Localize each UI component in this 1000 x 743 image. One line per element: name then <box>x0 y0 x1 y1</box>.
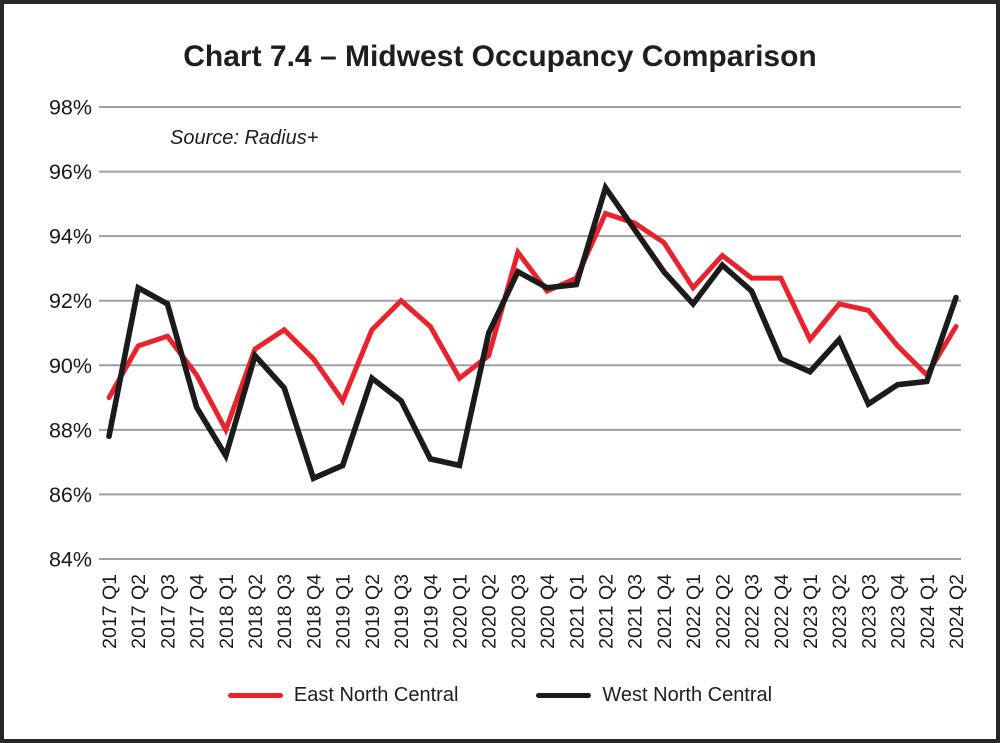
chart-title: Chart 7.4 – Midwest Occupancy Comparison <box>183 40 817 73</box>
y-tick-label-96: 96% <box>49 160 92 184</box>
x-tick-label-2022-Q2: 2022 Q2 <box>712 574 734 649</box>
x-tick-label-2022-Q4: 2022 Q4 <box>771 574 793 649</box>
x-tick-label-2020-Q1: 2020 Q1 <box>449 574 471 649</box>
x-tick-label-2017-Q2: 2017 Q2 <box>128 574 150 649</box>
x-tick-label-2024-Q2: 2024 Q2 <box>946 574 968 649</box>
y-tick-label-98: 98% <box>49 96 92 120</box>
x-tick-label-2021-Q1: 2021 Q1 <box>566 574 588 649</box>
x-tick-label-2024-Q1: 2024 Q1 <box>917 574 939 649</box>
x-tick-label-2023-Q3: 2023 Q3 <box>858 574 880 649</box>
x-tick-label-2017-Q1: 2017 Q1 <box>99 574 121 649</box>
series-line-east-north-central <box>106 210 959 437</box>
y-tick-label-90: 90% <box>49 354 92 378</box>
x-tick-label-2019-Q3: 2019 Q3 <box>391 574 413 649</box>
y-tick-label-94: 94% <box>49 225 92 249</box>
x-tick-label-2019-Q2: 2019 Q2 <box>362 574 384 649</box>
x-tick-label-2019-Q1: 2019 Q1 <box>333 574 355 649</box>
x-tick-label-2021-Q4: 2021 Q4 <box>654 574 676 649</box>
x-tick-label-2022-Q1: 2022 Q1 <box>683 574 705 649</box>
x-tick-label-2023-Q1: 2023 Q1 <box>800 574 822 649</box>
x-tick-label-2020-Q4: 2020 Q4 <box>537 574 559 649</box>
x-tick-label-2019-Q4: 2019 Q4 <box>420 574 442 649</box>
legend-item-west-north-central: West North Central <box>536 684 772 707</box>
legend-label-east-north-central: East North Central <box>293 684 459 706</box>
x-tick-label-2018-Q4: 2018 Q4 <box>303 574 325 649</box>
x-tick-label-2021-Q2: 2021 Q2 <box>596 574 618 649</box>
legend-label-west-north-central: West North Central <box>602 684 773 706</box>
x-tick-label-2020-Q2: 2020 Q2 <box>479 574 501 649</box>
x-tick-label-2021-Q3: 2021 Q3 <box>625 574 647 649</box>
legend-item-east-north-central: East North Central <box>227 684 459 707</box>
series-line-west-north-central <box>106 181 959 483</box>
x-tick-label-2023-Q2: 2023 Q2 <box>829 574 851 649</box>
x-tick-label-2018-Q2: 2018 Q2 <box>245 574 267 649</box>
x-tick-label-2018-Q1: 2018 Q1 <box>216 574 238 649</box>
x-tick-label-2017-Q4: 2017 Q4 <box>187 574 209 649</box>
legend-swatch-west-north-central-icon <box>536 693 592 698</box>
source-note: Source: Radius+ <box>170 127 319 149</box>
y-tick-label-88: 88% <box>49 418 92 442</box>
y-tick-label-92: 92% <box>49 289 92 313</box>
x-tick-label-2017-Q3: 2017 Q3 <box>157 574 179 649</box>
x-tick-label-2020-Q3: 2020 Q3 <box>508 574 530 649</box>
y-tick-label-86: 86% <box>49 483 92 507</box>
chart-legend: East North Central West North Central <box>4 684 996 707</box>
occupancy-line-chart: 84% 86% 88% 90% 92% 94% 96% 98% 2017 Q1 2017 Q2 20… <box>49 96 968 649</box>
x-tick-label-2018-Q3: 2018 Q3 <box>274 574 296 649</box>
x-tick-label-2023-Q4: 2023 Q4 <box>888 574 910 649</box>
legend-swatch-east-north-central-icon <box>227 693 283 698</box>
x-tick-label-2022-Q3: 2022 Q3 <box>742 574 764 649</box>
y-tick-label-84: 84% <box>49 548 92 572</box>
